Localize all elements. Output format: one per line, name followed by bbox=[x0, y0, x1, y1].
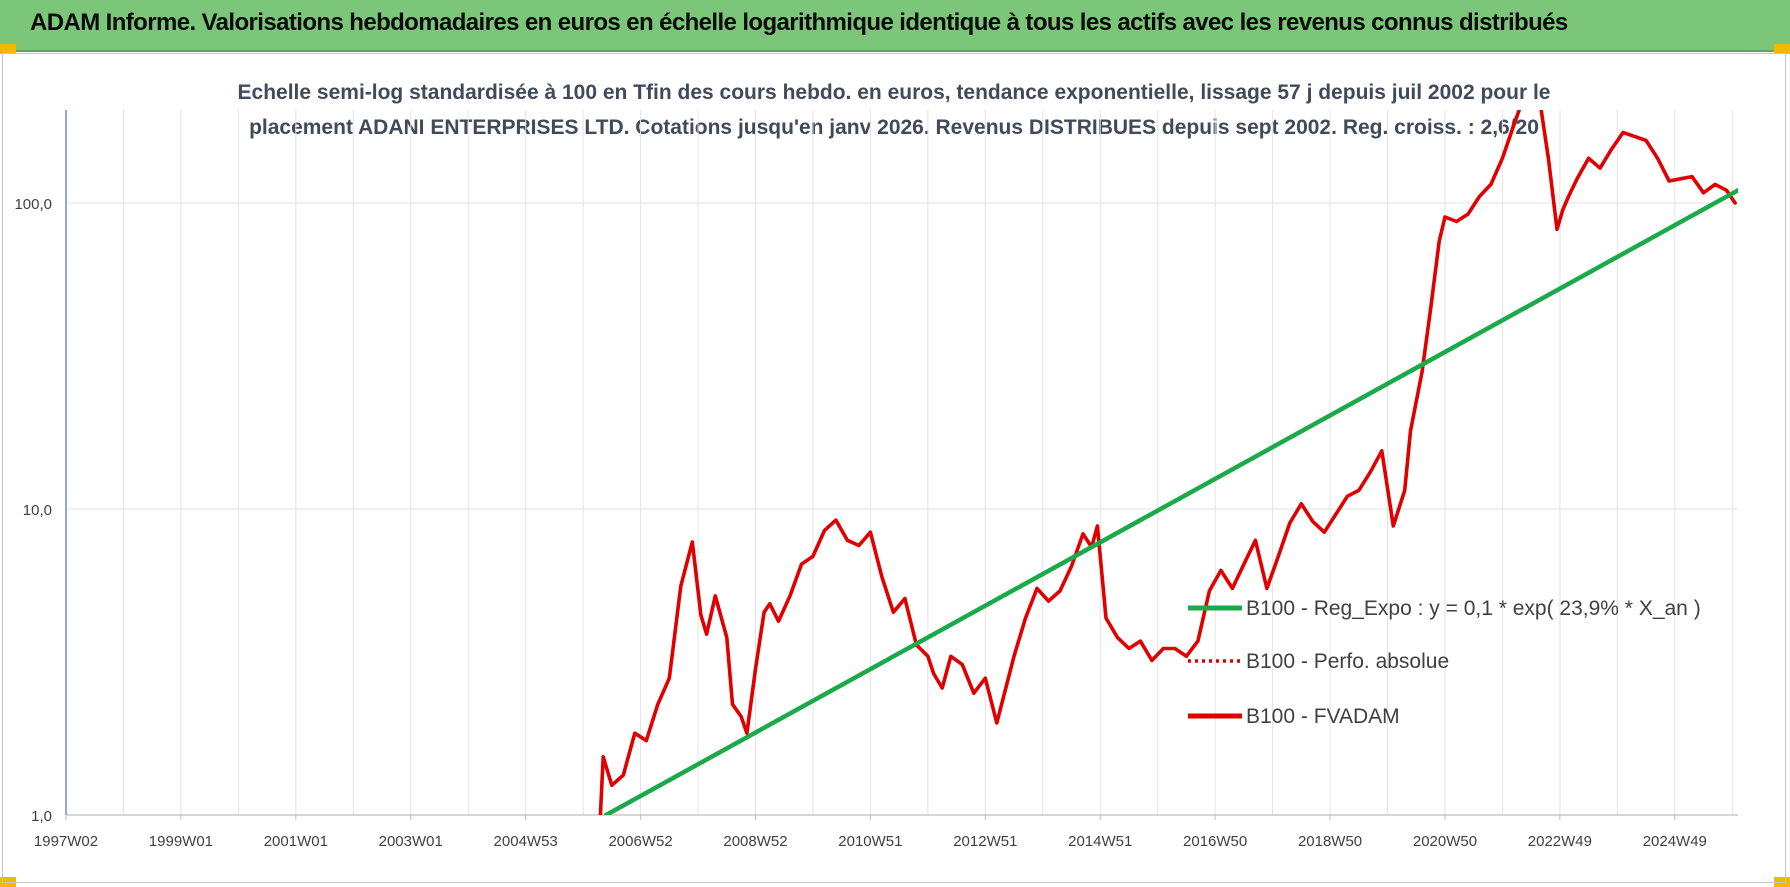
chart-frame bbox=[2, 53, 1786, 883]
legend-label: B100 - Perfo. absolue bbox=[1246, 650, 1449, 673]
legend-item-fvadam[interactable]: B100 - FVADAM bbox=[1188, 705, 1400, 728]
x-tick-label: 1997W02 bbox=[34, 833, 98, 850]
x-tick-label: 2014W51 bbox=[1068, 833, 1132, 850]
legend-label: B100 - Reg_Expo : y = 0,1 * exp( 23,9% *… bbox=[1246, 597, 1701, 620]
chart-subtitle-line2: placement ADANI ENTERPRISES LTD. Cotatio… bbox=[249, 116, 1539, 139]
x-tick-label: 2008W52 bbox=[723, 833, 787, 850]
page-title: ADAM Informe. Valorisations hebdomadaire… bbox=[30, 9, 1568, 36]
legend-item-reg-expo[interactable]: B100 - Reg_Expo : y = 0,1 * exp( 23,9% *… bbox=[1188, 597, 1701, 620]
y-tick-label: 10,0 bbox=[23, 502, 52, 519]
x-tick-label: 2003W01 bbox=[379, 833, 443, 850]
y-tick-label: 100,0 bbox=[14, 196, 52, 213]
x-tick-label: 2022W49 bbox=[1528, 833, 1592, 850]
x-tick-label: 2010W51 bbox=[838, 833, 902, 850]
legend-item-perfo-absolue[interactable]: B100 - Perfo. absolue bbox=[1188, 650, 1449, 673]
x-tick-label: 2004W53 bbox=[494, 833, 558, 850]
chart-subtitle-line1: Echelle semi-log standardisée à 100 en T… bbox=[238, 81, 1551, 104]
series-line-reg-expo bbox=[603, 188, 1738, 815]
x-tick-label: 2006W52 bbox=[608, 833, 672, 850]
x-tick-label: 2016W50 bbox=[1183, 833, 1247, 850]
x-tick-label: 2012W51 bbox=[953, 833, 1017, 850]
header-banner: ADAM Informe. Valorisations hebdomadaire… bbox=[0, 0, 1790, 52]
x-tick-label: 2024W49 bbox=[1643, 833, 1707, 850]
x-tick-label: 1999W01 bbox=[149, 833, 213, 850]
corner-marker bbox=[1774, 44, 1790, 54]
series-line-fvadam bbox=[598, 110, 1737, 815]
x-tick-label: 2020W50 bbox=[1413, 833, 1477, 850]
legend-label: B100 - FVADAM bbox=[1246, 705, 1400, 728]
y-tick-label: 1,0 bbox=[31, 808, 52, 825]
x-tick-label: 2018W50 bbox=[1298, 833, 1362, 850]
x-tick-label: 2001W01 bbox=[264, 833, 328, 850]
corner-marker bbox=[0, 44, 16, 54]
